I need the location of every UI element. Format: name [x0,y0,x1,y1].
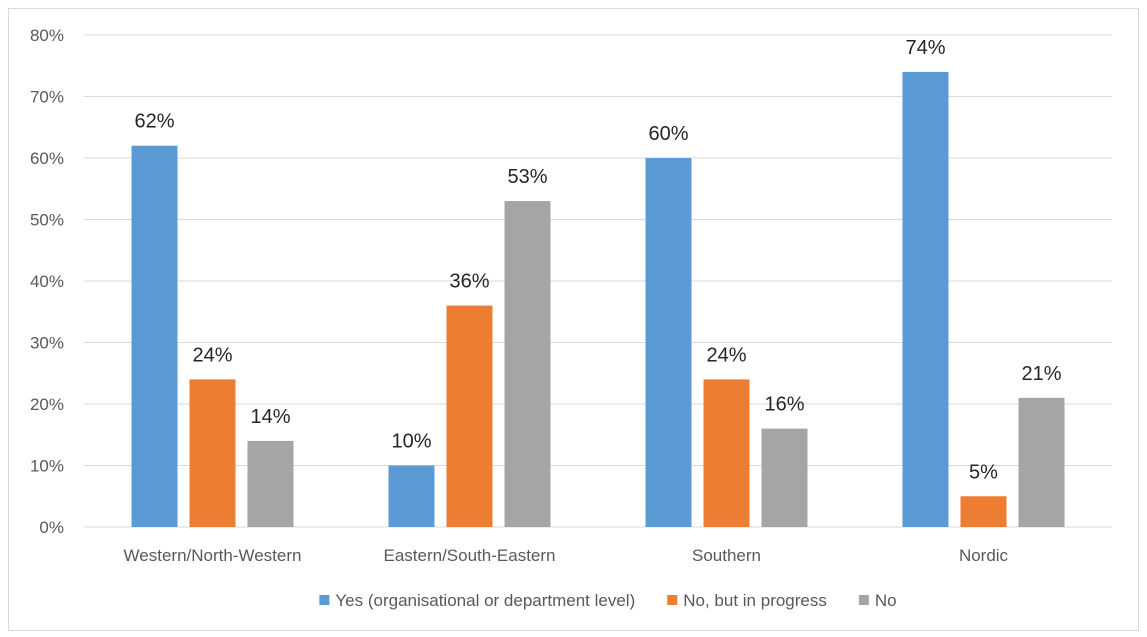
bar-3-3 [761,428,808,527]
data-label: 60% [648,123,688,145]
bar-1-4 [902,71,949,528]
y-tick-label: 80% [30,26,64,45]
bar-1-3 [645,158,692,527]
data-label: 62% [134,111,174,133]
legend-swatch [667,595,678,605]
bar-2-2 [446,305,493,527]
y-tick-label: 70% [30,88,64,107]
data-label: 74% [905,37,945,59]
y-tick-label: 60% [30,149,64,168]
bar-3-1 [247,440,294,527]
bar-3-4 [1018,397,1065,527]
legend-swatch [858,595,869,605]
data-label: 36% [449,271,489,293]
bar-3-2 [504,201,551,528]
bar-2-1 [189,379,236,527]
data-label: 16% [764,394,804,416]
y-tick-label: 10% [30,457,64,476]
legend-swatch [319,595,330,605]
data-label: 24% [192,344,232,366]
bar-1-2 [388,465,435,527]
category-label: Nordic [959,546,1009,565]
bar-2-4 [960,496,1007,527]
category-label: Southern [692,546,761,565]
data-label: 21% [1021,363,1061,385]
data-label: 53% [507,166,547,188]
y-tick-label: 20% [30,395,64,414]
category-label: Western/North-Western [124,546,302,565]
legend-label: Yes (organisational or department level) [335,591,635,610]
y-tick-label: 30% [30,334,64,353]
legend-label: No [875,591,897,610]
data-label: 10% [391,431,431,453]
legend-label: No, but in progress [683,591,827,610]
y-tick-label: 0% [39,518,64,537]
data-label: 24% [706,344,746,366]
y-tick-label: 40% [30,272,64,291]
bar-2-3 [703,379,750,527]
category-label: Eastern/South-Eastern [384,546,556,565]
data-label: 14% [250,406,290,428]
y-tick-label: 50% [30,211,64,230]
bar-1-1 [131,145,178,527]
data-label: 5% [969,461,998,483]
